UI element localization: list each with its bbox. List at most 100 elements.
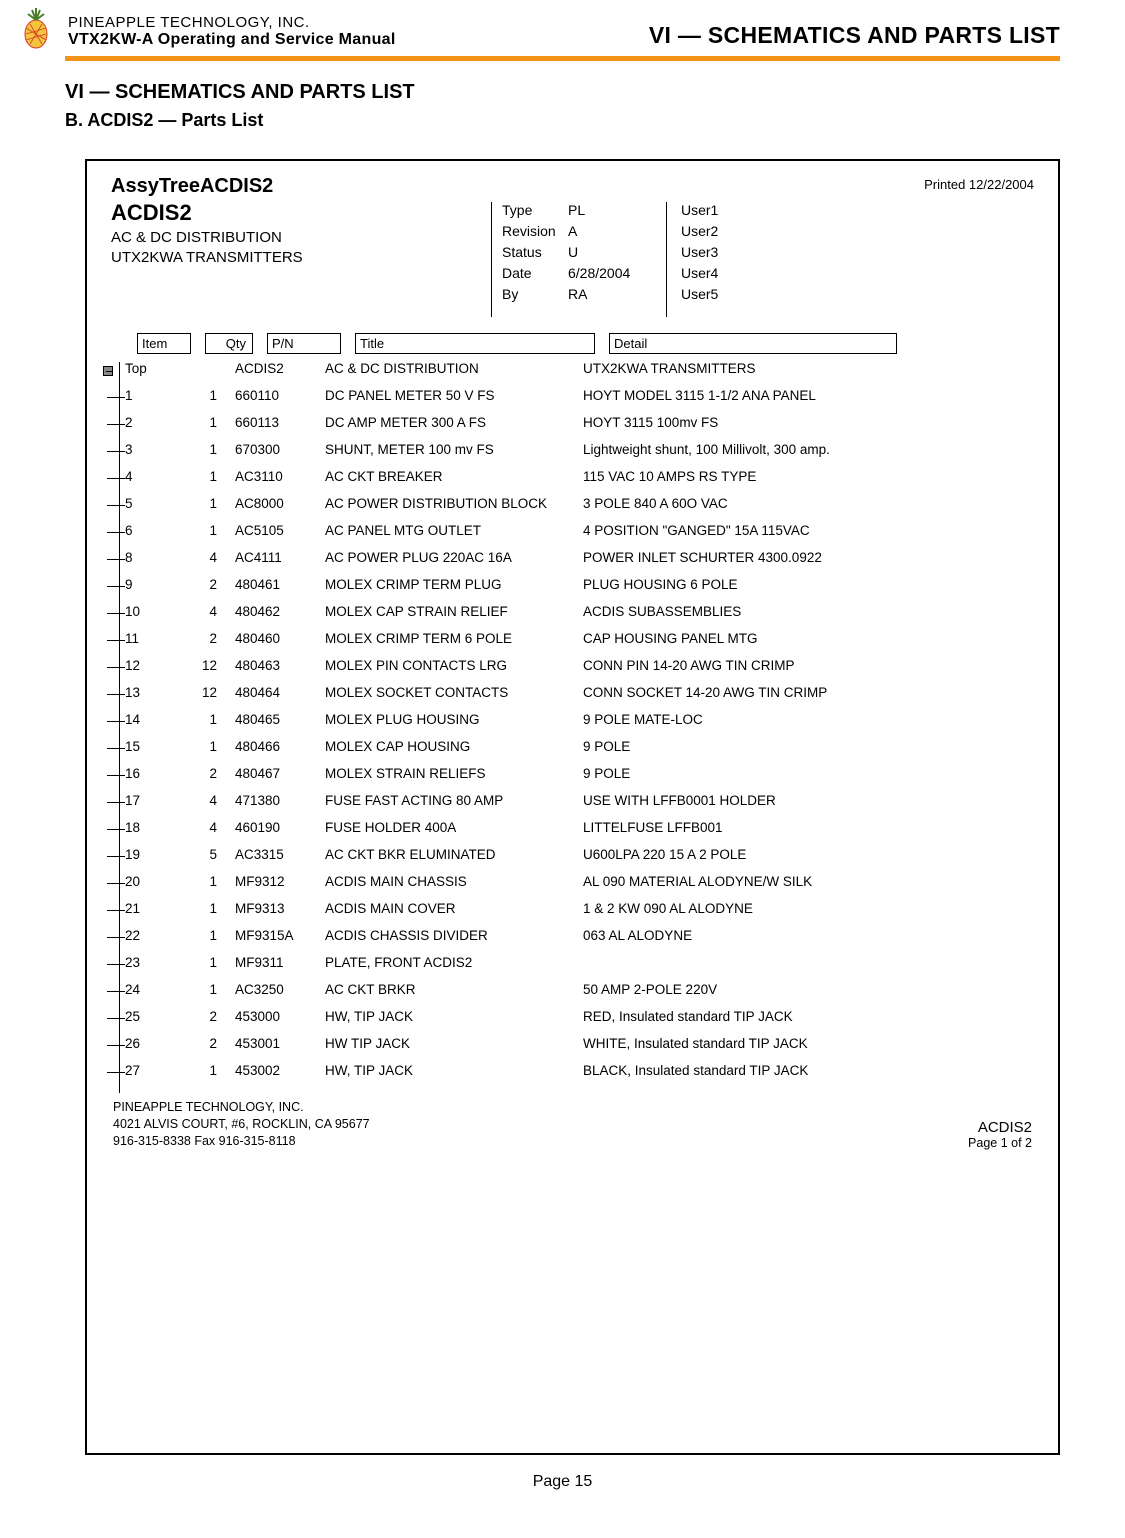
tree-branch-line — [107, 937, 125, 938]
tree-branch-line — [107, 613, 125, 614]
printed-date: Printed 12/22/2004 — [924, 175, 1034, 192]
tree-collapse-icon — [103, 366, 113, 376]
table-row: 141480465MOLEX PLUG HOUSING9 POLE MATE-L… — [123, 709, 1034, 736]
cell-title: MOLEX CAP STRAIN RELIEF — [325, 604, 583, 619]
cell-title: MOLEX CAP HOUSING — [325, 739, 583, 754]
user-column: User1User2User3User4User5 — [666, 202, 718, 317]
cell-title: AC CKT BRKR — [325, 982, 583, 997]
cell-detail: 9 POLE MATE-LOC — [583, 712, 873, 727]
table-row: 252453000HW, TIP JACKRED, Insulated stan… — [123, 1006, 1034, 1033]
cell-qty: 1 — [183, 739, 235, 754]
th-pn: P/N — [267, 333, 341, 354]
cell-detail: ACDIS SUBASSEMBLIES — [583, 604, 873, 619]
footer-page: Page 1 of 2 — [968, 1136, 1032, 1150]
cell-pn: 480462 — [235, 604, 325, 619]
tree-branch-line — [107, 559, 125, 560]
meta-label: Status — [502, 244, 568, 260]
th-qty: Qty — [205, 333, 253, 354]
cell-pn: MF9312 — [235, 874, 325, 889]
meta-label: By — [502, 286, 568, 302]
cell-item: 23 — [123, 955, 183, 970]
cell-detail: USE WITH LFFB0001 HOLDER — [583, 793, 873, 808]
tree-branch-line — [107, 424, 125, 425]
parts-list-box: AssyTreeACDIS2 Printed 12/22/2004 ACDIS2… — [85, 159, 1060, 1455]
tree-branch-line — [107, 802, 125, 803]
cell-item: 16 — [123, 766, 183, 781]
page-header: PINEAPPLE TECHNOLOGY, INC. VTX2KW-A Oper… — [0, 0, 1125, 54]
cell-pn: 480466 — [235, 739, 325, 754]
cell-title: MOLEX STRAIN RELIEFS — [325, 766, 583, 781]
cell-item: 4 — [123, 469, 183, 484]
cell-title: HW, TIP JACK — [325, 1009, 583, 1024]
cell-pn: 453002 — [235, 1063, 325, 1078]
table-row: 21660113DC AMP METER 300 A FSHOYT 3115 1… — [123, 412, 1034, 439]
cell-item: 8 — [123, 550, 183, 565]
cell-item: 9 — [123, 577, 183, 592]
cell-title: AC & DC DISTRIBUTION — [325, 361, 583, 376]
cell-item: 27 — [123, 1063, 183, 1078]
cell-item: 6 — [123, 523, 183, 538]
table-row: 201MF9312ACDIS MAIN CHASSISAL 090 MATERI… — [123, 871, 1034, 898]
cell-title: FUSE FAST ACTING 80 AMP — [325, 793, 583, 808]
user-row: User4 — [681, 265, 718, 281]
cell-title: DC AMP METER 300 A FS — [325, 415, 583, 430]
cell-pn: 480467 — [235, 766, 325, 781]
cell-qty: 1 — [183, 469, 235, 484]
tree-branch-line — [107, 829, 125, 830]
tree-branch-line — [107, 640, 125, 641]
cell-pn: 480460 — [235, 631, 325, 646]
cell-title: SHUNT, METER 100 mv FS — [325, 442, 583, 457]
cell-pn: MF9315A — [235, 928, 325, 943]
cell-title: MOLEX CRIMP TERM PLUG — [325, 577, 583, 592]
cell-pn: 480465 — [235, 712, 325, 727]
section-title: VI — SCHEMATICS AND PARTS LIST — [65, 81, 1060, 104]
company-name: PINEAPPLE TECHNOLOGY, INC. — [68, 14, 396, 31]
page-number: Page 15 — [0, 1473, 1125, 1491]
assy-tree-title: AssyTreeACDIS2 — [111, 175, 273, 198]
cell-pn: AC3110 — [235, 469, 325, 484]
cell-item: 1 — [123, 388, 183, 403]
table-row: 104480462MOLEX CAP STRAIN RELIEFACDIS SU… — [123, 601, 1034, 628]
cell-pn: 471380 — [235, 793, 325, 808]
cell-qty: 1 — [183, 415, 235, 430]
table-row: 231MF9311PLATE, FRONT ACDIS2 — [123, 952, 1034, 979]
section-header-right: VI — SCHEMATICS AND PARTS LIST — [649, 22, 1060, 49]
meta-value: U — [568, 244, 650, 260]
cell-qty: 1 — [183, 442, 235, 457]
cell-item: 25 — [123, 1009, 183, 1024]
table-row: 162480467MOLEX STRAIN RELIEFS9 POLE — [123, 763, 1034, 790]
cell-qty: 1 — [183, 712, 235, 727]
table-row: 174471380FUSE FAST ACTING 80 AMPUSE WITH… — [123, 790, 1034, 817]
cell-title: HW, TIP JACK — [325, 1063, 583, 1078]
cell-item: 26 — [123, 1036, 183, 1051]
table-row: 221MF9315AACDIS CHASSIS DIVIDER063 AL AL… — [123, 925, 1034, 952]
table-header: Item Qty P/N Title Detail — [137, 333, 1034, 354]
table-row: 41AC3110AC CKT BREAKER115 VAC 10 AMPS RS… — [123, 466, 1034, 493]
cell-qty: 2 — [183, 1036, 235, 1051]
cell-detail: 9 POLE — [583, 739, 873, 754]
meta-column: TypePLRevisionAStatusUDate6/28/2004ByRA — [491, 202, 666, 317]
cell-title: ACDIS MAIN CHASSIS — [325, 874, 583, 889]
cell-title: AC PANEL MTG OUTLET — [325, 523, 583, 538]
cell-item: 15 — [123, 739, 183, 754]
tree-branch-line — [107, 586, 125, 587]
cell-detail: CONN SOCKET 14-20 AWG TIN CRIMP — [583, 685, 873, 700]
tree-branch-line — [107, 883, 125, 884]
cell-item: 19 — [123, 847, 183, 862]
cell-pn: AC8000 — [235, 496, 325, 511]
cell-pn: 660113 — [235, 415, 325, 430]
table-row: 151480466MOLEX CAP HOUSING9 POLE — [123, 736, 1034, 763]
footer-phone: 916-315-8338 Fax 916-315-8118 — [113, 1133, 370, 1150]
table-row: 92480461MOLEX CRIMP TERM PLUGPLUG HOUSIN… — [123, 574, 1034, 601]
cell-item: 5 — [123, 496, 183, 511]
tree-branch-line — [107, 748, 125, 749]
cell-qty: 1 — [183, 388, 235, 403]
cell-detail: 063 AL ALODYNE — [583, 928, 873, 943]
cell-qty: 1 — [183, 1063, 235, 1078]
meta-label: Revision — [502, 223, 568, 239]
cell-title: AC POWER PLUG 220AC 16A — [325, 550, 583, 565]
tree-branch-line — [107, 910, 125, 911]
cell-qty: 1 — [183, 523, 235, 538]
cell-detail: 4 POSITION "GANGED" 15A 115VAC — [583, 523, 873, 538]
cell-qty: 2 — [183, 766, 235, 781]
